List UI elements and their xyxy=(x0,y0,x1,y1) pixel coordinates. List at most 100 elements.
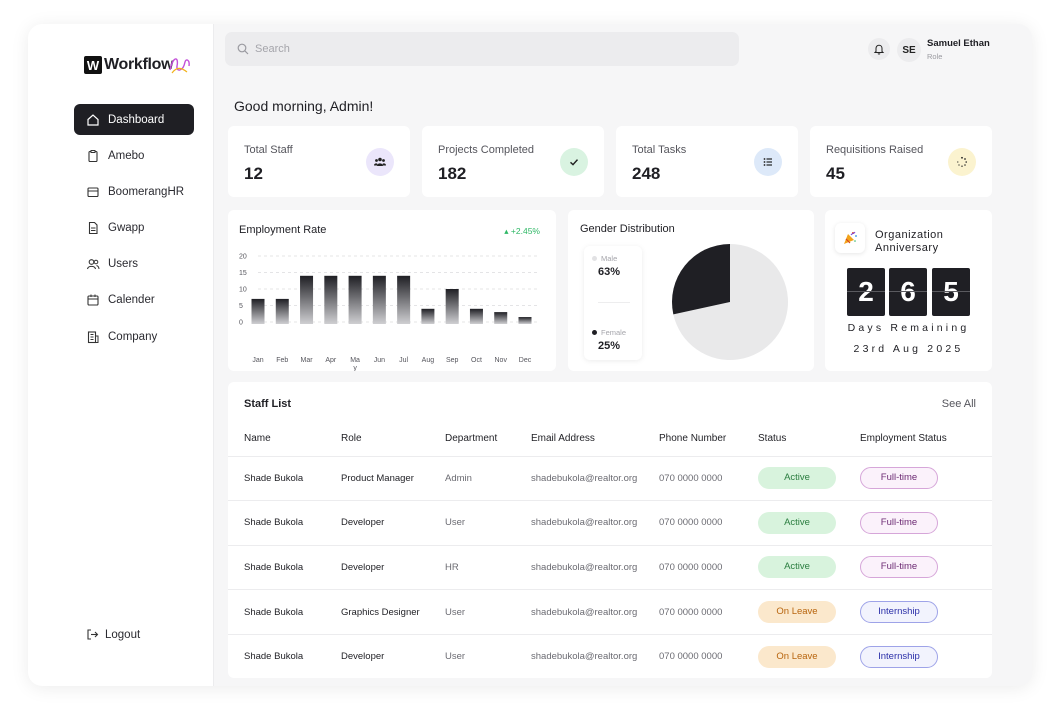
cell-employment: Full-time xyxy=(860,544,992,590)
staff-list-card: Staff List See All Name Role Department … xyxy=(228,382,992,679)
pie-slice-female[interactable] xyxy=(672,244,730,315)
avatar[interactable]: SE xyxy=(897,38,921,62)
cell-email: shadebukola@realtor.org xyxy=(531,589,659,635)
y-tick-label: 15 xyxy=(239,270,247,277)
cell-email: shadebukola@realtor.org xyxy=(531,455,659,501)
bar-aug[interactable] xyxy=(421,308,435,324)
list-icon xyxy=(754,148,782,176)
status-badge: Active xyxy=(758,467,836,490)
column-header-status[interactable]: Status xyxy=(758,433,787,445)
column-header-phone[interactable]: Phone Number xyxy=(659,433,727,445)
sidebar-item-label: Company xyxy=(108,330,158,343)
status-badge: On Leave xyxy=(758,601,836,624)
cell-role: Graphics Designer xyxy=(341,589,445,635)
party-popper-icon xyxy=(835,223,865,253)
search-bar[interactable] xyxy=(225,32,739,66)
growth-indicator: ▴ +2.45% xyxy=(504,226,540,237)
pie-slice-male[interactable] xyxy=(673,244,788,360)
bar-jan[interactable] xyxy=(251,298,265,324)
cell-name: Shade Bukola xyxy=(228,589,341,635)
cell-phone: 070 0000 0000 xyxy=(659,589,758,635)
clipboard-icon xyxy=(86,149,100,163)
bar-oct[interactable] xyxy=(469,308,483,324)
cell-phone: 070 0000 0000 xyxy=(659,500,758,546)
search-input[interactable] xyxy=(255,43,695,55)
x-tick-label: Aug xyxy=(422,357,435,364)
cell-employment: Internship xyxy=(860,589,992,635)
column-header-role[interactable]: Role xyxy=(341,433,362,445)
page-title: Good morning, Admin! xyxy=(234,98,374,114)
sidebar: W Workflow Dashboard Amebo BoomerangHR xyxy=(28,24,214,686)
column-header-department[interactable]: Department xyxy=(445,433,498,445)
stat-label: Total Tasks xyxy=(632,144,687,156)
x-tick-label: Mar xyxy=(301,357,314,364)
home-icon xyxy=(86,113,100,127)
sidebar-item-dashboard[interactable]: Dashboard xyxy=(74,104,194,135)
bar-mar[interactable] xyxy=(300,275,314,324)
search-icon xyxy=(237,43,249,55)
employment-rate-title: Employment Rate xyxy=(239,224,327,236)
sidebar-item-calender[interactable]: Calender xyxy=(74,285,194,316)
cell-role: Developer xyxy=(341,633,445,679)
sidebar-item-boomeranghr[interactable]: BoomerangHR xyxy=(74,176,194,207)
x-tick-label: Nov xyxy=(495,357,508,364)
notification-button[interactable] xyxy=(868,38,890,60)
cell-status: Active xyxy=(758,500,860,546)
check-icon xyxy=(560,148,588,176)
legend-male: Male xyxy=(592,254,617,263)
cell-employment: Internship xyxy=(860,633,992,679)
users-icon xyxy=(86,257,100,271)
sidebar-item-label: BoomerangHR xyxy=(108,185,185,198)
cell-department: HR xyxy=(445,544,531,590)
stat-value: 12 xyxy=(244,164,263,183)
brand-logo: W Workflow xyxy=(84,54,193,76)
bar-mun[interactable] xyxy=(348,275,362,324)
arrow-up-icon: ▴ xyxy=(504,226,509,236)
table-row[interactable]: Shade Bukola Developer User shadebukola@… xyxy=(228,633,992,679)
column-header-name[interactable]: Name xyxy=(244,433,271,445)
bar-apr[interactable] xyxy=(324,275,338,324)
bar-jun[interactable] xyxy=(372,275,386,324)
table-row[interactable]: Shade Bukola Graphics Designer User shad… xyxy=(228,589,992,635)
employment-bar-chart: 0 5 10 15 20 Jan Feb Mar Apr May Jun Jul Aug Sep Oct No… xyxy=(239,254,540,371)
cell-status: On Leave xyxy=(758,633,860,679)
bar-sep[interactable] xyxy=(445,289,459,324)
sidebar-item-gwapp[interactable]: Gwapp xyxy=(74,213,194,244)
stat-value: 182 xyxy=(438,164,467,183)
document-icon xyxy=(86,221,100,235)
cell-role: Developer xyxy=(341,544,445,590)
x-tick-label: Jun xyxy=(374,357,385,364)
sidebar-item-label: Gwapp xyxy=(108,222,145,235)
employment-badge: Full-time xyxy=(860,511,938,534)
sidebar-item-amebo[interactable]: Amebo xyxy=(74,140,194,171)
sidebar-item-label: Calender xyxy=(108,294,155,307)
cell-name: Shade Bukola xyxy=(228,500,341,546)
bell-icon xyxy=(873,44,885,55)
anniversary-date: 23rd Aug 2025 xyxy=(853,343,964,355)
bar-nov[interactable] xyxy=(494,312,508,324)
table-row[interactable]: Shade Bukola Developer User shadebukola@… xyxy=(228,500,992,546)
legend-label: Female xyxy=(601,328,627,337)
sidebar-item-users[interactable]: Users xyxy=(74,249,194,280)
legend-female: Female xyxy=(592,328,626,337)
table-row[interactable]: Shade Bukola Developer HR shadebukola@re… xyxy=(228,544,992,590)
cell-status: On Leave xyxy=(758,589,860,635)
cell-employment: Full-time xyxy=(860,500,992,546)
x-tick-label: Dec xyxy=(519,357,532,364)
sidebar-item-company[interactable]: Company xyxy=(74,321,194,352)
cell-department: User xyxy=(445,633,531,679)
bar-feb[interactable] xyxy=(275,298,289,324)
x-tick-label: Oct xyxy=(471,357,482,364)
table-row[interactable]: Shade Bukola Product Manager Admin shade… xyxy=(228,455,992,501)
column-header-employment-status[interactable]: Employment Status xyxy=(860,433,947,445)
app-window: W Workflow Dashboard Amebo BoomerangHR xyxy=(28,24,1032,686)
bar-jul[interactable] xyxy=(397,275,411,324)
staff-table: Name Role Department Email Address Phone… xyxy=(228,422,992,679)
logout-button[interactable]: Logout xyxy=(86,628,140,641)
days-remaining-label: Days Remaining xyxy=(847,322,970,334)
legend-swatch xyxy=(592,330,597,335)
see-all-link[interactable]: See All xyxy=(941,398,976,410)
gender-legend: Male 63% Female 25% xyxy=(584,246,642,360)
bar-dec[interactable] xyxy=(518,317,532,324)
column-header-email[interactable]: Email Address xyxy=(531,433,595,445)
